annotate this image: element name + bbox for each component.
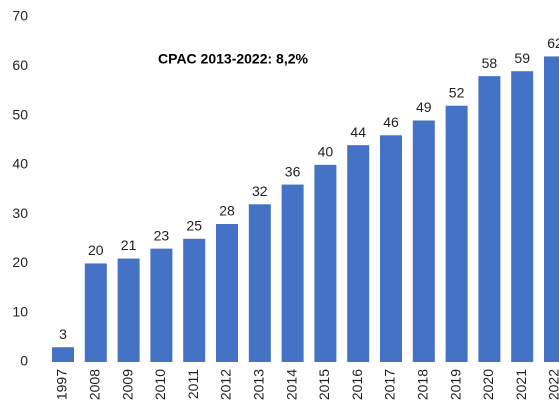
bar: [52, 347, 74, 362]
x-tick-label: 2019: [447, 369, 463, 400]
value-label: 58: [482, 55, 498, 71]
bar: [314, 164, 337, 362]
value-label: 59: [514, 50, 530, 66]
bar: [183, 238, 206, 362]
x-tick-label: 1997: [54, 369, 70, 400]
x-tick-label: 2021: [513, 369, 529, 400]
y-tick-label: 0: [20, 353, 28, 369]
value-label: 52: [449, 84, 465, 100]
x-tick-label: 2017: [382, 369, 398, 400]
value-label: 36: [285, 163, 301, 179]
value-label: 40: [318, 144, 334, 160]
value-label: 21: [121, 237, 137, 253]
x-tick-label: 2012: [218, 369, 234, 400]
x-tick-label: 2009: [119, 369, 135, 400]
value-label: 32: [252, 183, 268, 199]
y-tick-label: 40: [12, 156, 28, 172]
y-tick-label: 30: [12, 205, 28, 221]
x-tick-label: 2016: [349, 369, 365, 400]
value-label: 49: [416, 99, 432, 115]
y-tick-label: 60: [12, 57, 28, 73]
bar: [445, 105, 468, 362]
value-label: 25: [186, 217, 202, 233]
value-label: 23: [154, 227, 170, 243]
bar: [281, 184, 304, 362]
bar: [412, 120, 435, 362]
bar: [84, 263, 107, 362]
y-tick-label: 50: [12, 106, 28, 122]
value-label: 3: [59, 326, 67, 342]
bar: [117, 258, 140, 362]
x-tick-label: 2014: [283, 369, 299, 400]
x-tick-label: 2010: [152, 369, 168, 400]
value-label: 44: [350, 124, 366, 140]
bar: [150, 248, 173, 362]
value-label: 20: [88, 242, 104, 258]
x-tick-label: 2011: [185, 369, 201, 399]
x-tick-label: 2013: [251, 369, 267, 400]
y-tick-label: 10: [12, 303, 28, 319]
bar: [216, 224, 238, 362]
bar: [511, 71, 534, 362]
value-label: 62: [547, 35, 559, 51]
annotation: CPAC 2013-2022: 8,2%: [158, 51, 308, 67]
bar: [347, 145, 370, 362]
x-tick-label: 2015: [316, 369, 332, 400]
x-tick-label: 2020: [480, 369, 496, 400]
x-tick-label: 2022: [546, 369, 559, 400]
bar: [248, 204, 271, 362]
x-tick-label: 2018: [415, 369, 431, 400]
bar: [380, 135, 402, 362]
bar: [478, 76, 501, 363]
y-tick-label: 70: [12, 8, 28, 24]
value-label: 46: [383, 114, 399, 130]
x-tick-label: 2008: [87, 369, 103, 400]
bar: [544, 56, 559, 363]
y-tick-label: 20: [12, 254, 28, 270]
value-label: 28: [219, 203, 235, 219]
